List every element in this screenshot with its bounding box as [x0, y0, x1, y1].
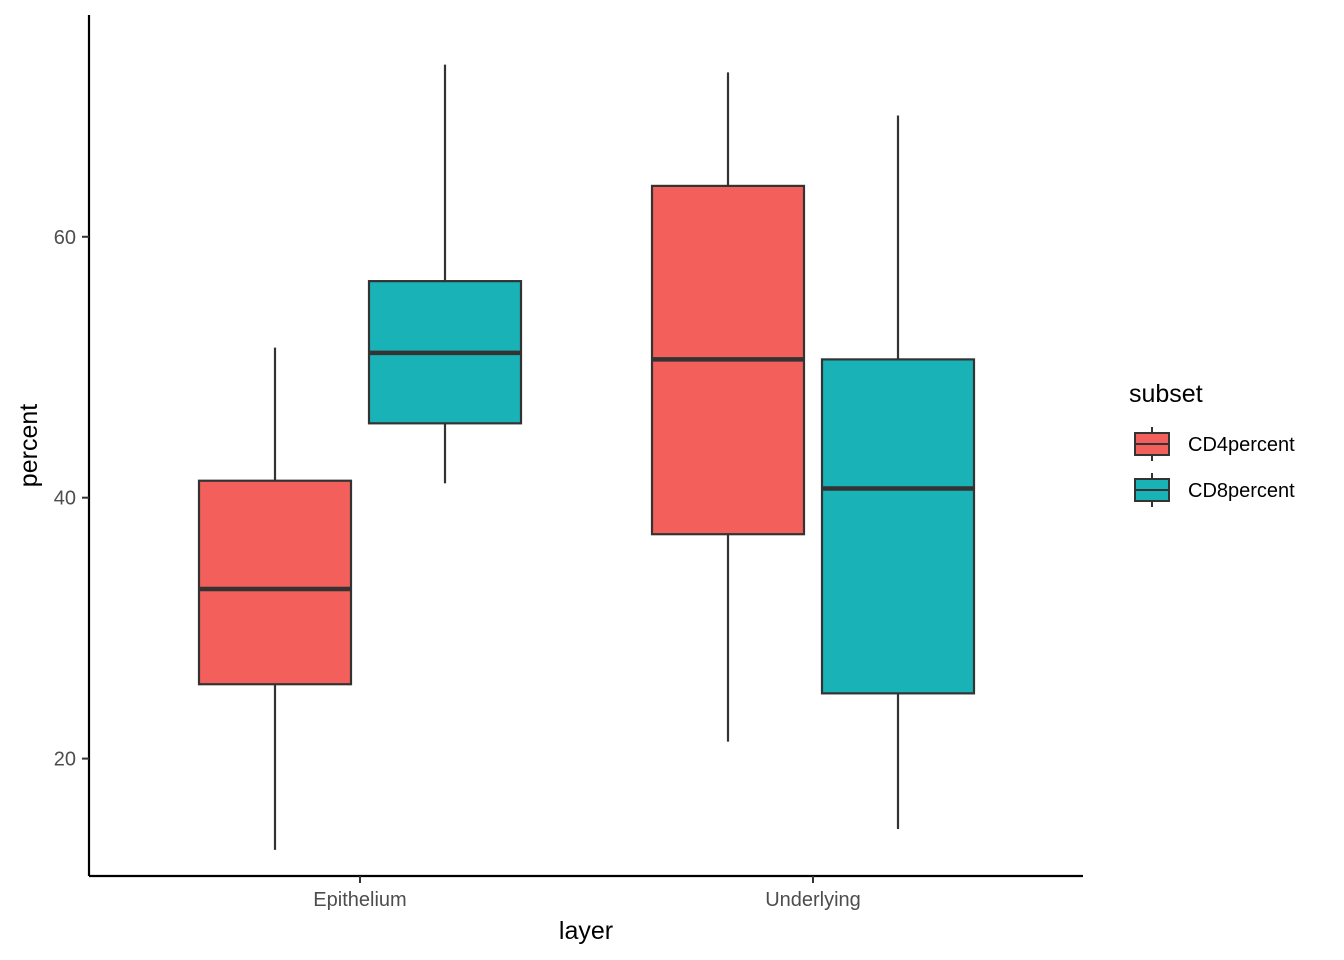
box-body: [197, 479, 353, 686]
x-tick-label: Epithelium: [313, 889, 406, 911]
box-cd8percent-underlying: [820, 115, 976, 830]
legend-title: subset: [1129, 380, 1203, 408]
x-axis: Epithelium Underlying: [89, 874, 1083, 911]
y-tick-label: 60: [54, 227, 76, 249]
legend-label-cd8percent: CD8percent: [1188, 480, 1295, 502]
legend-key-cd8percent: [1134, 473, 1170, 507]
box-cd4percent-epithelium: [197, 347, 353, 850]
box-body: [820, 358, 976, 695]
legend-label-cd4percent: CD4percent: [1188, 434, 1295, 456]
y-tick-label: 40: [54, 488, 76, 510]
y-tick-label: 20: [54, 749, 76, 771]
y-axis: 20 40 60: [54, 15, 91, 876]
x-axis-title: layer: [559, 917, 613, 945]
box-cd4percent-underlying: [650, 72, 806, 742]
legend-key-cd4percent: [1134, 427, 1170, 461]
legend: subset CD4percent CD8percent: [1129, 380, 1295, 507]
box-cd8percent-epithelium: [367, 64, 523, 484]
plot-panel: [197, 64, 976, 850]
x-tick-label: Underlying: [765, 889, 861, 911]
y-axis-title: percent: [15, 404, 43, 487]
